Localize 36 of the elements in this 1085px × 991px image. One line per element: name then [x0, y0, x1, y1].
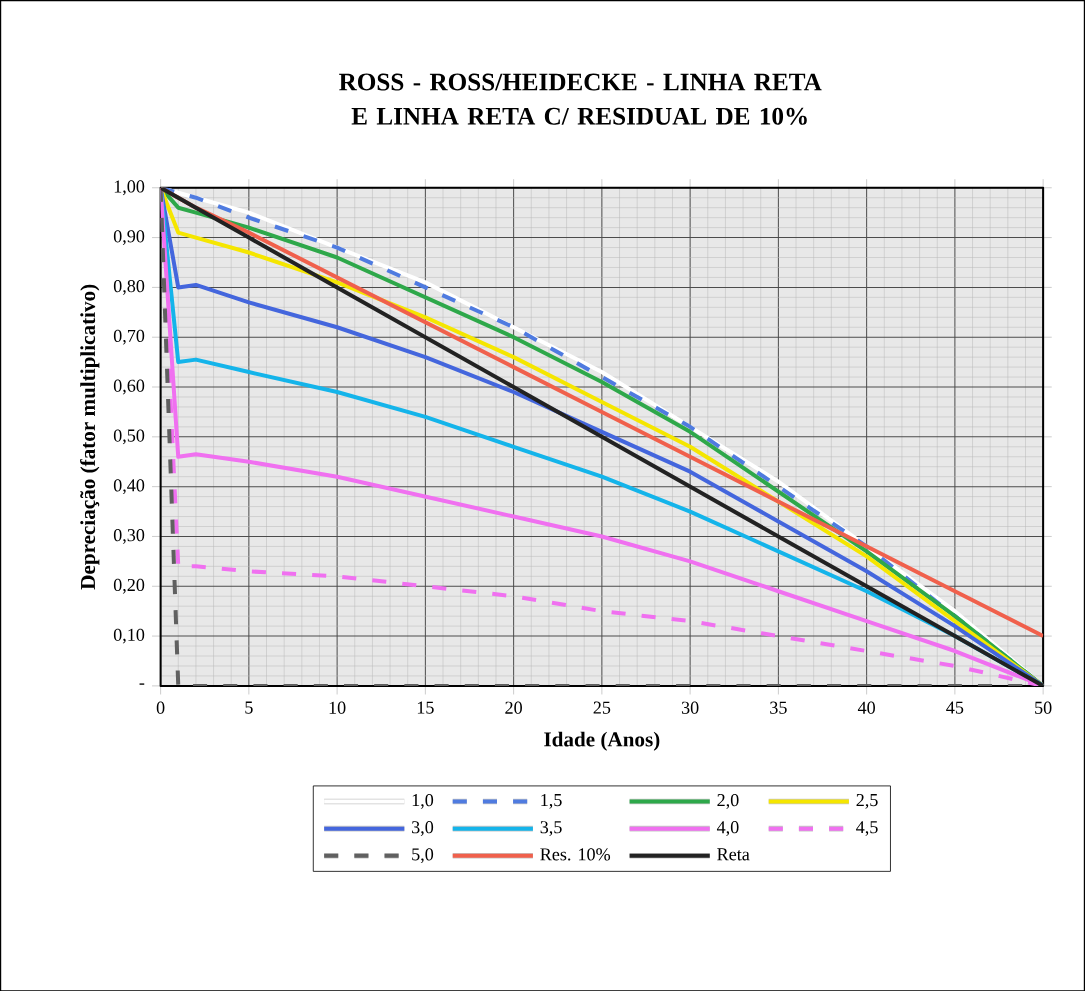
y-tick-label: -: [139, 683, 145, 685]
y-tick-label: 0,20: [113, 578, 145, 594]
legend-label: 2,5: [856, 793, 878, 809]
x-tick-label: 35: [770, 701, 787, 714]
y-tick-label: 0,60: [113, 379, 145, 395]
y-tick-label: 0,80: [113, 279, 145, 295]
legend-label: 4,0: [716, 820, 739, 836]
x-axis-title: Idade (Anos): [544, 731, 660, 751]
x-tick-label: 5: [245, 701, 253, 714]
x-tick-label: 10: [329, 701, 346, 714]
x-tick-label: 20: [505, 701, 522, 714]
legend-label: 4,5: [856, 820, 878, 836]
x-tick-label: 50: [1035, 701, 1052, 714]
x-tick-label: 15: [417, 701, 434, 714]
legend-label: 1,0: [412, 793, 434, 809]
legend-label: 3,5: [540, 820, 562, 836]
y-axis-title: Depreciação (fator multiplicativo): [80, 284, 100, 590]
y-tick-label: 0,30: [113, 528, 145, 544]
y-tick-label: 0,40: [113, 479, 145, 494]
y-tick-label: 0,50: [113, 429, 145, 445]
legend-label: 2,0: [717, 793, 739, 809]
x-tick-label: 0: [156, 701, 165, 714]
chart-title: ROSS - ROSS/HEIDECKE - LINHA RETA E LINHA RETA C/ RESIDUAL DE 10%: [339, 73, 822, 125]
legend-label: 1,5: [541, 793, 562, 809]
legend-label: Reta: [717, 848, 750, 861]
x-tick-label: 40: [857, 701, 875, 714]
legend-label: 5,0: [412, 848, 434, 863]
x-tick-label: 30: [681, 701, 699, 714]
y-tick-label: 0,70: [113, 329, 145, 345]
legend-label: Res. 10%: [540, 848, 611, 861]
y-tick-label: 0,10: [113, 628, 145, 644]
y-tick-label: 0,90: [113, 229, 145, 245]
x-tick-label: 25: [593, 701, 611, 714]
legend-label: 3,0: [412, 820, 434, 836]
y-tick-label: 1,00: [114, 180, 145, 195]
x-tick-label: 45: [946, 701, 964, 714]
